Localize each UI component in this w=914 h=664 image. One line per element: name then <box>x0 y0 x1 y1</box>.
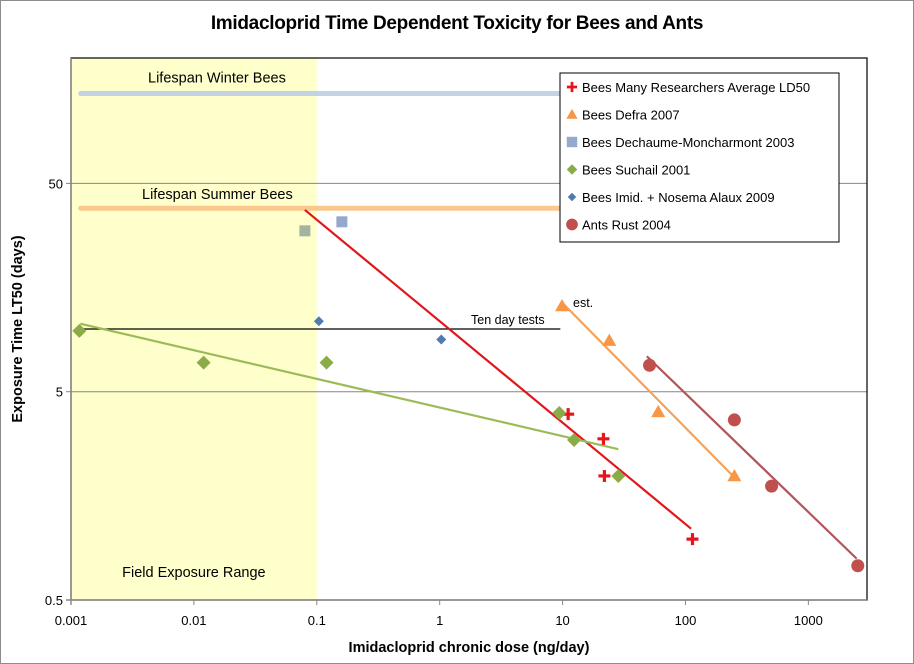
x-tick-label: 1 <box>436 613 443 628</box>
legend-label: Bees Suchail 2001 <box>582 163 690 178</box>
data-point <box>552 406 567 421</box>
legend-marker <box>566 136 578 148</box>
trendlines <box>80 209 858 560</box>
legend-marker <box>566 218 578 231</box>
data-point <box>299 225 311 237</box>
data-point <box>597 432 610 445</box>
x-tick-label: 10 <box>555 613 569 628</box>
legend: Bees Many Researchers Average LD50 Bees D… <box>559 72 840 243</box>
trendline <box>80 322 619 451</box>
annotation-est: est. <box>573 296 593 310</box>
data-point <box>72 323 87 338</box>
trendline <box>304 209 692 530</box>
annotation-lifespan-winter-bees: Lifespan Winter Bees <box>148 71 286 87</box>
legend-label: Bees Defra 2007 <box>582 108 680 123</box>
legend-label: Bees Many Researchers Average LD50 <box>582 80 810 95</box>
y-tick-label: 50 <box>49 176 63 191</box>
annotation-lifespan-summer-bees: Lifespan Summer Bees <box>142 187 293 203</box>
data-point <box>686 533 699 546</box>
data-point <box>851 559 865 573</box>
annotation-field-exposure-range: Field Exposure Range <box>122 565 265 581</box>
legend-marker <box>566 164 578 175</box>
data-point <box>611 468 626 483</box>
axes: 0.001 0.01 0.1 1 10 100 1000 0.5 5 50 Imidacloprid… <box>10 57 868 656</box>
data-point <box>602 333 617 346</box>
x-axis-title: Imidacloprid chronic dose (ng/day) <box>349 640 590 656</box>
data-points <box>72 216 865 573</box>
reference-lines <box>78 91 566 330</box>
legend-item: Ants Rust 2004 <box>566 218 671 233</box>
legend-box <box>559 72 840 243</box>
x-tick-label: 0.001 <box>55 613 88 628</box>
annotation-ten-day-tests: Ten day tests <box>471 313 545 327</box>
legend-item: Bees Imid. + Nosema Alaux 2009 <box>567 190 775 205</box>
x-tick-label: 1000 <box>794 613 823 628</box>
data-point <box>651 404 666 418</box>
data-point <box>436 334 447 345</box>
data-point <box>567 433 582 448</box>
data-point <box>313 316 324 327</box>
trendline <box>561 301 736 479</box>
y-tick-label: 5 <box>56 385 63 400</box>
y-tick-label: 0.5 <box>45 593 63 608</box>
data-point <box>336 216 348 228</box>
legend-marker <box>567 192 577 202</box>
data-point <box>643 358 657 372</box>
data-point <box>598 469 611 482</box>
x-tick-label: 0.01 <box>181 613 206 628</box>
legend-label: Bees Imid. + Nosema Alaux 2009 <box>582 190 775 205</box>
data-point <box>765 479 779 493</box>
legend-item: Bees Many Researchers Average LD50 <box>566 80 810 95</box>
legend-marker <box>566 81 578 93</box>
data-point <box>727 413 741 427</box>
data-point <box>319 355 334 370</box>
x-tick-label: 100 <box>675 613 697 628</box>
legend-item: Bees Suchail 2001 <box>566 163 690 178</box>
y-axis-title: Exposure Time LT50 (days) <box>10 235 26 422</box>
x-tick-label: 0.1 <box>308 613 326 628</box>
legend-item: Bees Defra 2007 <box>566 108 680 123</box>
legend-label: Bees Dechaume-Moncharmont 2003 <box>582 135 794 150</box>
chart-title: Imidacloprid Time Dependent Toxicity for… <box>210 13 704 34</box>
trendline <box>646 355 858 560</box>
legend-item: Bees Dechaume-Moncharmont 2003 <box>566 135 794 150</box>
annotations: Lifespan Winter Bees Lifespan Summer Bees… <box>122 71 593 581</box>
data-point <box>555 298 570 312</box>
data-point <box>196 355 211 370</box>
legend-label: Ants Rust 2004 <box>582 218 671 233</box>
legend-marker <box>566 108 578 119</box>
data-point <box>727 468 742 482</box>
data-point <box>562 408 575 421</box>
